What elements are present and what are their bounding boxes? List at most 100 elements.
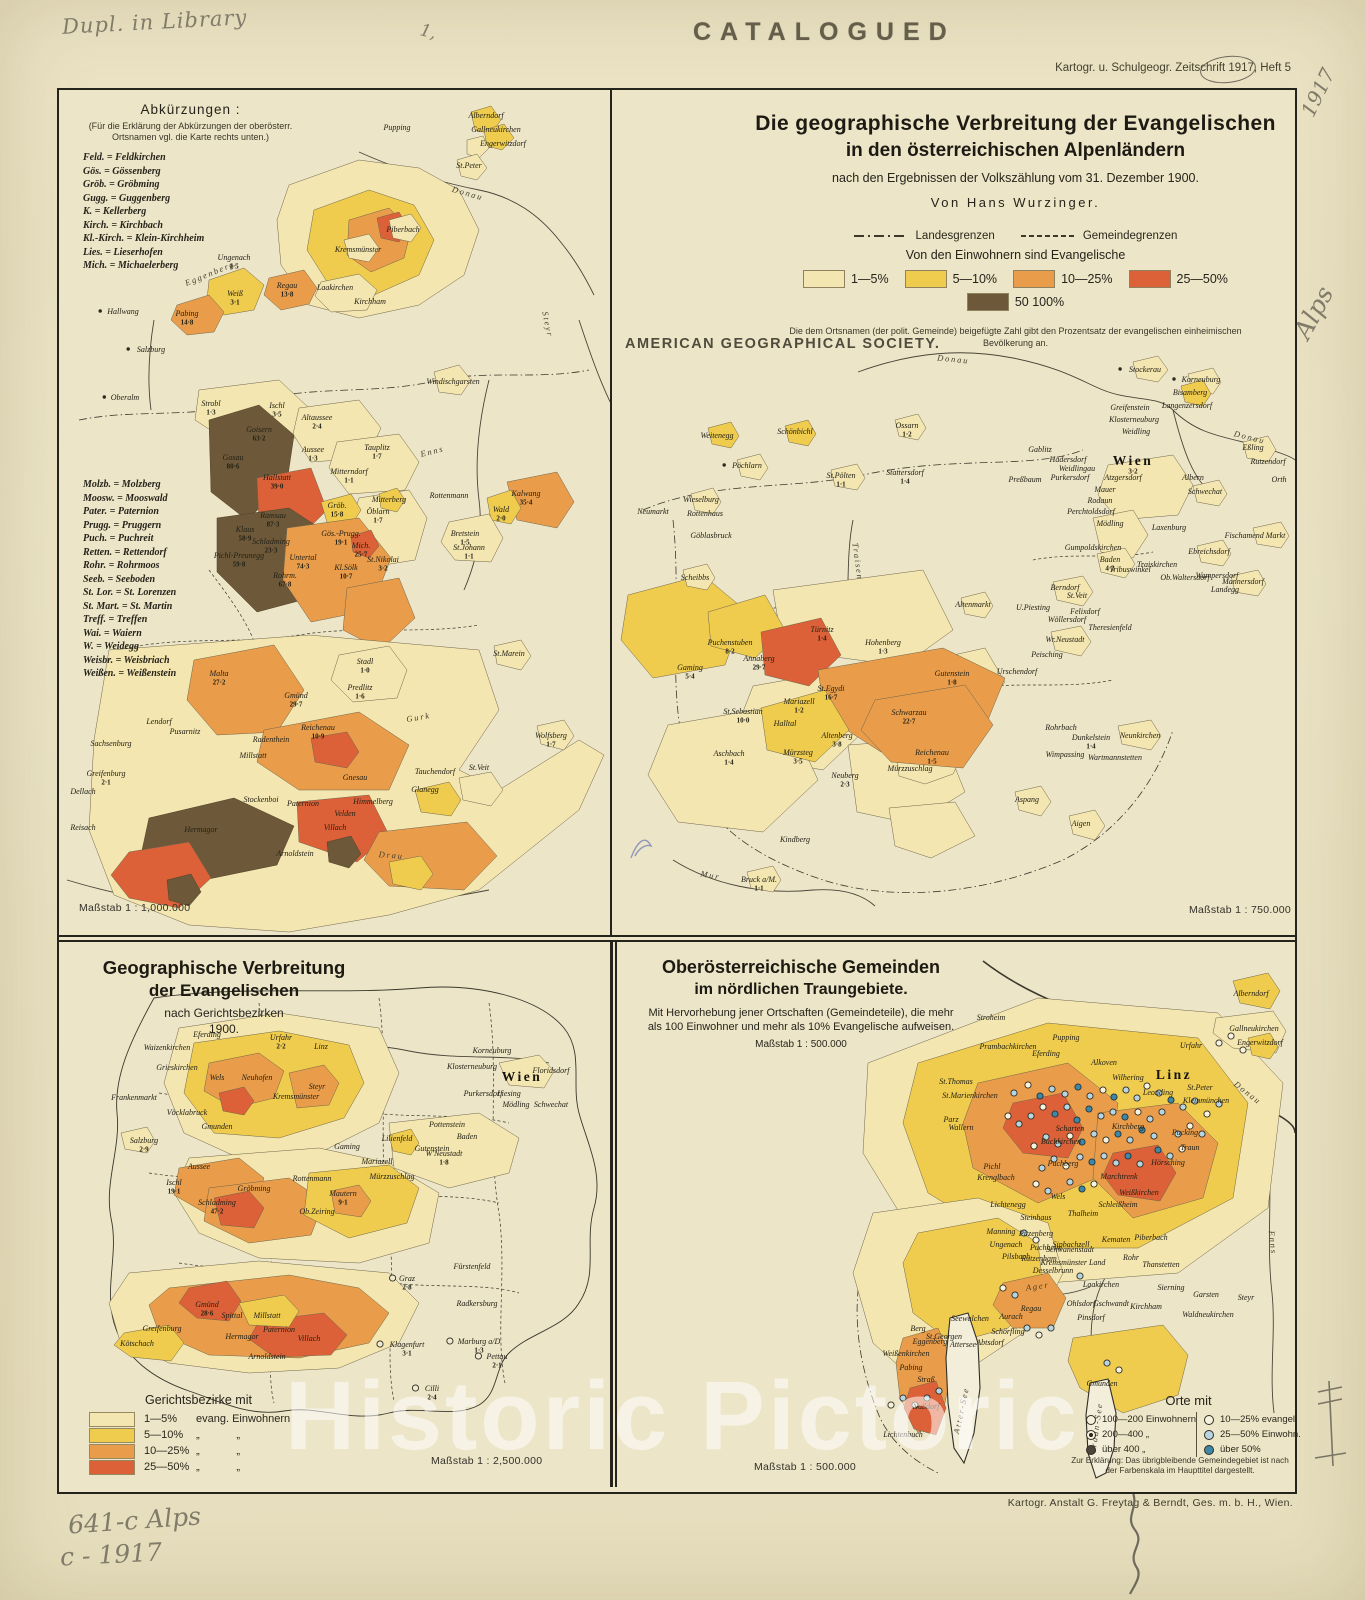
town-percent-value: 2·9	[139, 1146, 149, 1154]
color-swatch	[1013, 270, 1056, 288]
town-percent-value: 59·8	[233, 561, 246, 569]
town-label: Wartmannstetten	[1088, 753, 1142, 762]
settlement-marker	[1030, 1142, 1038, 1150]
settlement-marker	[1143, 1082, 1151, 1090]
town-label: Gallneukirchen	[1229, 1024, 1278, 1033]
town-label: Piberbach	[1133, 1233, 1167, 1242]
town-marker	[98, 309, 102, 313]
settlement-marker	[1239, 1046, 1247, 1054]
town-label: Weiß	[227, 289, 243, 298]
town-label: Wald	[493, 505, 510, 514]
town-label: Nußdorf	[912, 1402, 941, 1411]
town-label: Bruck a/M.	[741, 875, 777, 884]
town-percent-value: 3·1	[402, 1350, 412, 1358]
town-label: Lendorf	[145, 717, 173, 726]
settlement-marker	[1063, 1103, 1071, 1111]
town-label: Wolfsberg	[535, 731, 567, 740]
town-percent-value: 14·8	[181, 319, 194, 327]
town-label: St.Sebastian	[723, 707, 762, 716]
settlement-marker	[1051, 1110, 1059, 1118]
town-label: Eferding	[192, 1030, 221, 1039]
orte-percent-class: 10—25% evangel.	[1204, 1412, 1301, 1427]
town-label: Traiskirchen	[1137, 560, 1177, 569]
town-label: Linz	[1156, 1067, 1192, 1082]
settlement-marker	[1097, 1112, 1105, 1120]
settlement-marker	[1032, 1236, 1040, 1244]
town-label: Liesing	[496, 1089, 521, 1098]
town-label: Gös.-Prugg.	[321, 529, 361, 538]
town-label: Hörsching	[1150, 1158, 1185, 1167]
settlement-marker	[1050, 1155, 1058, 1163]
town-label: Aschbach	[712, 749, 744, 758]
town-label: Pinsdorf	[1076, 1313, 1106, 1322]
town-label: Kalwang	[511, 489, 541, 498]
town-label: Klaus	[235, 525, 255, 534]
town-label: Gosau	[223, 453, 244, 462]
town-label: Waldneukirchen	[1182, 1310, 1233, 1319]
town-label: Rutzenham	[1020, 1254, 1057, 1263]
town-label: Reisach	[69, 823, 95, 832]
halfblue-circle-icon	[1204, 1429, 1215, 1440]
settlement-marker	[1054, 1140, 1062, 1148]
publisher-imprint: Kartogr. Anstalt G. Freytag & Berndt, Ge…	[1007, 1497, 1293, 1509]
town-label: Mürzzuschlag	[887, 764, 933, 773]
settlement-marker	[1178, 1145, 1186, 1153]
town-label: Radkersburg	[455, 1299, 497, 1308]
town-marker	[1118, 367, 1122, 371]
settlement-marker	[1150, 1132, 1158, 1140]
town-percent-value: 4·2	[1105, 565, 1115, 573]
abbreviations-list-1: Feld. = Feldkirchen Gös. = Gössenberg Gröb…	[83, 152, 205, 271]
town-label: Spittal	[222, 1311, 244, 1320]
river-label: Ager	[1024, 1279, 1050, 1292]
settlement-marker	[1090, 1180, 1098, 1188]
town-percent-value: 1·7	[372, 453, 382, 461]
settlement-marker	[1066, 1132, 1074, 1140]
town-percent-value: 2·1	[101, 779, 111, 787]
town-percent-value: 1·3	[878, 648, 888, 656]
town-label: Klagenfurt	[389, 1340, 425, 1349]
town-label: Eferding	[1031, 1049, 1060, 1058]
orte-population-class: 100—200 Einwohnern	[1086, 1412, 1196, 1427]
settlement-marker	[1090, 1130, 1098, 1138]
settlement-marker	[1076, 1272, 1084, 1280]
panel-traungebiet-map: Stroheim Pupping Prambachkirchen Eferding Al…	[618, 943, 1301, 1487]
settlement-marker	[1126, 1136, 1134, 1144]
town-label: Mariazell	[782, 697, 815, 706]
town-label: Ob.Waltersdorf	[1160, 573, 1211, 582]
town-label: Greifenburg	[143, 1324, 182, 1333]
town-label: Wieselburg	[683, 495, 719, 504]
town-label: Mitterberg	[371, 495, 406, 504]
town-marker	[1172, 377, 1176, 381]
town-label: Windischgarsten	[426, 377, 479, 386]
panel-divider-horizontal-2	[59, 940, 1295, 942]
town-label: Mannersdorf	[1221, 577, 1266, 586]
se-title-scale: Maßstab 1 : 500.000	[755, 1039, 847, 1050]
town-label: Gutenstein	[415, 1144, 450, 1153]
town-label: Ungenach	[990, 1240, 1023, 1249]
settlement-marker	[1166, 1152, 1174, 1160]
town-label: Ohlsdorf	[1067, 1299, 1097, 1308]
settlement-marker	[1015, 1120, 1023, 1128]
town-percent-value: 1·8	[439, 1159, 449, 1167]
se-legend: Orte mit 100—200 Einwohnern 200—400 „ über…	[1086, 1393, 1301, 1457]
scale-sw: Maßstab 1 : 2,500.000	[431, 1455, 543, 1467]
se-legend-population-column: 100—200 Einwohnern 200—400 „ über 400 „	[1086, 1412, 1196, 1457]
town-label: Neuhofen	[241, 1073, 273, 1082]
town-label: Pettau	[486, 1352, 508, 1361]
town-label: Lichtenbuch	[882, 1430, 923, 1439]
boundary-legend: Landesgrenzen Gemeindegrenzen	[743, 224, 1288, 242]
town-label: Kremsmünster	[334, 245, 382, 254]
town-percent-value: 1·5	[927, 758, 937, 766]
town-label: Cilli	[425, 1384, 439, 1393]
town-percent-value: 5·4	[685, 673, 695, 681]
town-percent-value: 67·8	[279, 581, 292, 589]
town-percent-value: 8·2	[725, 648, 735, 656]
town-percent-value: 1·8	[947, 679, 957, 687]
town-percent-value: 1·7	[373, 517, 383, 525]
town-label: Schwanenstadt	[1046, 1245, 1095, 1254]
settlement-marker	[1042, 1133, 1050, 1141]
town-marker	[474, 1352, 482, 1360]
settlement-marker	[1027, 1112, 1035, 1120]
town-label: Rohrbach	[1044, 723, 1077, 732]
town-label: Öblarn	[366, 507, 389, 516]
